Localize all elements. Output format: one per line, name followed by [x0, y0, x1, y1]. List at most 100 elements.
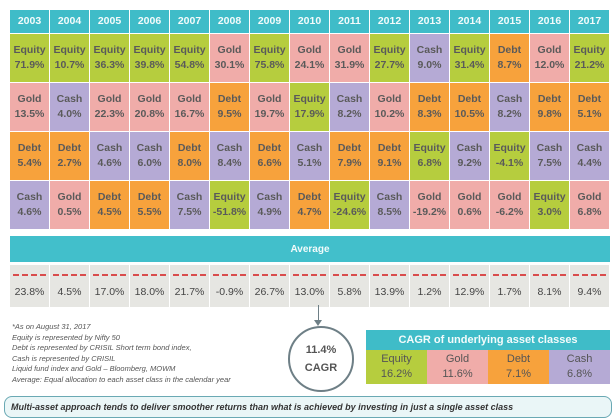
- asset-name: Debt: [337, 142, 362, 154]
- asset-return: 10.2%: [374, 108, 405, 120]
- asset-name: Debt: [137, 191, 162, 203]
- asset-cell: Gold 19.7%: [250, 83, 289, 131]
- asset-return: 4.9%: [257, 206, 282, 218]
- returns-table: 2003 2004 2005 2006 2007 2008 2009 2010 2011 2012…: [10, 10, 610, 230]
- footnote-line: Cash is represented by CRISIL: [12, 353, 116, 363]
- asset-return: 12.0%: [534, 59, 565, 71]
- asset-return: 5.1%: [297, 157, 322, 169]
- year-header: 2015: [490, 10, 529, 33]
- cagr-asset-name: Gold: [445, 353, 470, 365]
- footnotes: *As on August 31, 2017 Equity is represen…: [12, 322, 231, 385]
- asset-cell: Gold 22.3%: [90, 83, 129, 131]
- average-value: 8.1%: [530, 265, 569, 307]
- asset-name: Gold: [17, 93, 42, 105]
- asset-return: -51.8%: [212, 206, 247, 218]
- asset-name: Equity: [373, 44, 406, 56]
- asset-cell: Cash 7.5%: [170, 181, 209, 229]
- asset-return: -4.1%: [495, 157, 524, 169]
- asset-name: Equity: [13, 44, 46, 56]
- asset-name: Gold: [377, 93, 402, 105]
- average-value: 23.8%: [10, 265, 49, 307]
- asset-return: 8.0%: [177, 157, 202, 169]
- asset-name: Gold: [97, 93, 122, 105]
- asset-return: 4.5%: [97, 206, 122, 218]
- average-row: 23.8% 4.5% 17.0% 18.0% 21.7% -0.9% 26.7% 13.0% 5…: [10, 265, 610, 307]
- average-value: 17.0%: [90, 265, 129, 307]
- asset-name: Gold: [577, 191, 602, 203]
- cagr-asset-value: 16.2%: [380, 368, 413, 380]
- asset-cell: Equity 21.2%: [570, 34, 609, 82]
- asset-cell: Gold 10.2%: [370, 83, 409, 131]
- asset-return: 8.4%: [217, 157, 242, 169]
- asset-return: 6.8%: [417, 157, 442, 169]
- asset-name: Cash: [136, 142, 163, 154]
- asset-name: Cash: [176, 191, 203, 203]
- asset-cell: Debt 4.7%: [290, 181, 329, 229]
- cagr-asset-value: 11.6%: [442, 368, 473, 380]
- asset-name: Equity: [493, 142, 526, 154]
- asset-cell: Equity 36.3%: [90, 34, 129, 82]
- average-value: 1.2%: [410, 265, 449, 307]
- asset-return: 9.8%: [537, 108, 562, 120]
- asset-cell: Equity 54.8%: [170, 34, 209, 82]
- footnote-line: Average: Equal allocation to each asset …: [12, 374, 231, 384]
- asset-name: Cash: [296, 142, 323, 154]
- asset-cell: Gold 0.5%: [50, 181, 89, 229]
- footnote-line: Debt is represented by CRISIL Short term…: [12, 343, 192, 352]
- asset-cell: Equity 6.8%: [410, 132, 449, 180]
- asset-cell: Debt 9.8%: [530, 83, 569, 131]
- asset-name: Gold: [417, 191, 442, 203]
- asset-return: 13.5%: [14, 108, 45, 120]
- asset-cell: Debt 4.5%: [90, 181, 129, 229]
- rank-row: Equity 71.9% Equity 10.7% Equity 36.3% Equity 3…: [10, 34, 610, 83]
- asset-return: 4.4%: [577, 157, 602, 169]
- cagr-cell-gold: Gold 11.6%: [427, 350, 488, 384]
- asset-cell: Debt 9.1%: [370, 132, 409, 180]
- average-value: 1.7%: [490, 265, 529, 307]
- asset-return: 4.0%: [57, 108, 82, 120]
- asset-return: 31.4%: [454, 59, 485, 71]
- asset-return: 7.5%: [537, 157, 562, 169]
- asset-cell: Debt 5.5%: [130, 181, 169, 229]
- cagr-asset-value: 7.1%: [505, 368, 532, 380]
- asset-return: 4.6%: [17, 206, 42, 218]
- asset-return: 36.3%: [94, 59, 125, 71]
- cagr-cell-equity: Equity 16.2%: [366, 350, 427, 384]
- asset-return: 7.9%: [337, 157, 362, 169]
- asset-return: 6.6%: [257, 157, 282, 169]
- asset-cell: Debt 8.7%: [490, 34, 529, 82]
- asset-name: Equity: [333, 191, 366, 203]
- year-header: 2006: [130, 10, 169, 33]
- rank-row: Gold 13.5% Cash 4.0% Gold 22.3% Gold 20.8% Gold 1…: [10, 83, 610, 132]
- asset-cell: Debt 10.5%: [450, 83, 489, 131]
- asset-cell: Cash 4.4%: [570, 132, 609, 180]
- asset-cell: Equity -4.1%: [490, 132, 529, 180]
- cagr-cell-debt: Debt 7.1%: [488, 350, 549, 384]
- average-value: 5.8%: [330, 265, 369, 307]
- asset-name: Cash: [416, 44, 443, 56]
- asset-cell: Equity -24.6%: [330, 181, 369, 229]
- asset-name: Debt: [97, 191, 122, 203]
- asset-name: Equity: [53, 44, 86, 56]
- asset-return: 8.2%: [497, 108, 522, 120]
- average-value: 13.9%: [370, 265, 409, 307]
- year-header: 2013: [410, 10, 449, 33]
- asset-return: 9.2%: [457, 157, 482, 169]
- year-header: 2007: [170, 10, 209, 33]
- asset-return: 31.9%: [334, 59, 365, 71]
- asset-name: Equity: [133, 44, 166, 56]
- asset-cell: Gold 30.1%: [210, 34, 249, 82]
- asset-name: Cash: [56, 93, 83, 105]
- asset-name: Gold: [177, 93, 202, 105]
- summary-banner: Multi-asset approach tends to deliver sm…: [4, 396, 612, 418]
- asset-name: Gold: [137, 93, 162, 105]
- year-header: 2009: [250, 10, 289, 33]
- rank-row: Debt 5.4% Debt 2.7% Cash 4.6% Cash 6.0% Debt 8.0%…: [10, 132, 610, 181]
- asset-return: 9.0%: [417, 59, 442, 71]
- asset-return: 17.9%: [294, 108, 325, 120]
- year-header: 2017: [570, 10, 609, 33]
- asset-cell: Cash 8.4%: [210, 132, 249, 180]
- asset-name: Cash: [16, 191, 43, 203]
- asset-name: Cash: [456, 142, 483, 154]
- asset-cell: Equity 31.4%: [450, 34, 489, 82]
